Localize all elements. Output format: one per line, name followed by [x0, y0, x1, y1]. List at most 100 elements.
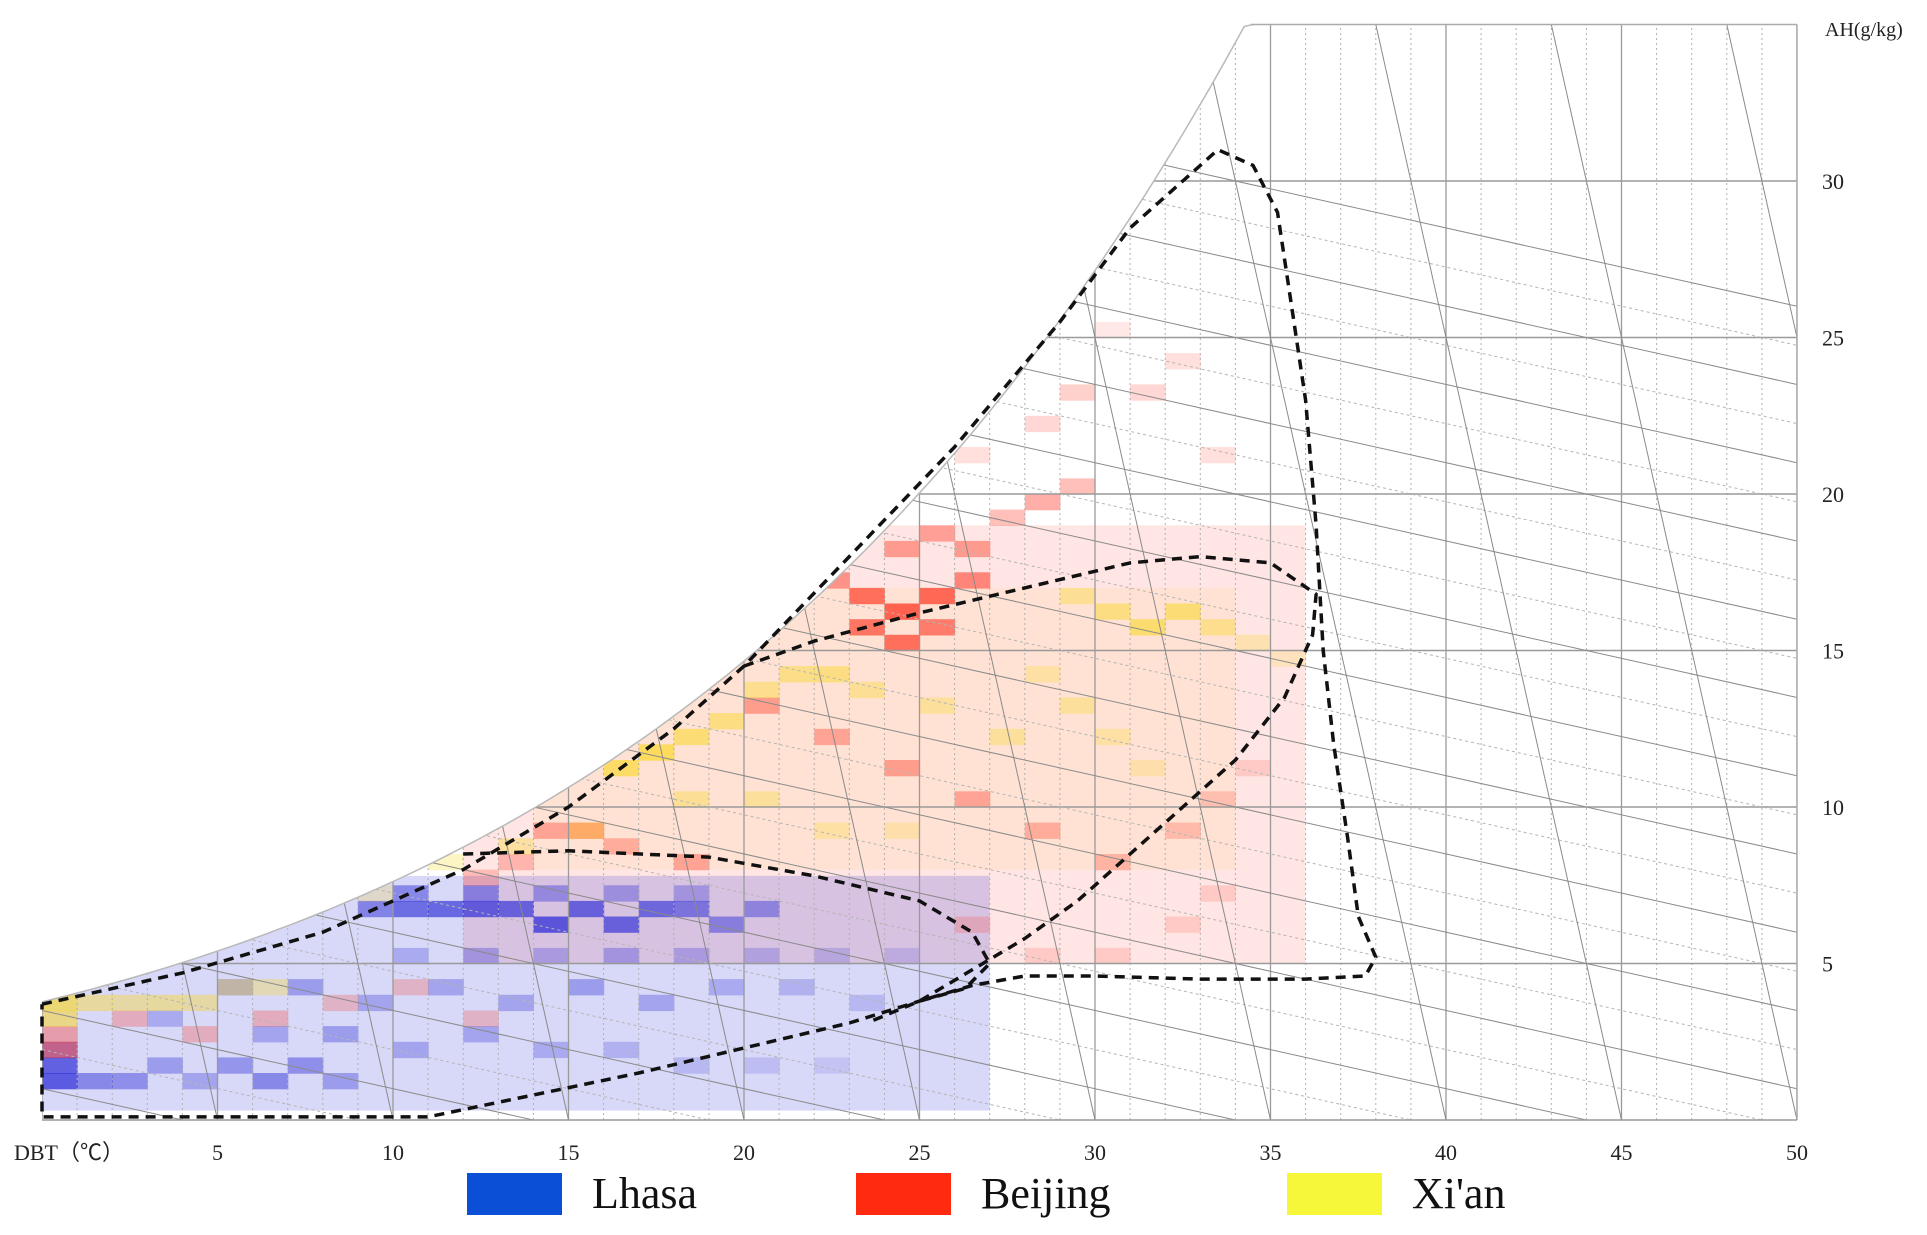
heatmap-cell — [287, 1057, 324, 1074]
heatmap-cell — [463, 869, 499, 886]
heatmap-cell — [1059, 478, 1096, 495]
x-tick-label: 15 — [558, 1140, 580, 1165]
legend-item-xian: Xi'an — [1287, 1172, 1505, 1216]
heatmap-cell — [568, 979, 605, 996]
specific-volume-line — [1726, 24, 1797, 1120]
y-tick-label: 25 — [1822, 326, 1844, 351]
heatmap-cell — [884, 603, 921, 620]
lhasa-envelope — [463, 849, 992, 1003]
specific-volume-line — [1199, 24, 1447, 1120]
heatmap-cell — [568, 822, 605, 839]
climate-boundaries — [40, 147, 1378, 1119]
heatmap-cell — [744, 900, 780, 918]
heatmap-cell — [252, 979, 289, 996]
heatmap-cell — [919, 619, 956, 636]
heatmap-cell — [884, 540, 921, 558]
heatmap-cell — [498, 900, 534, 918]
heatmap-cell — [708, 713, 745, 730]
heatmap-cell — [42, 1010, 78, 1027]
enthalpy-line — [42, 853, 1797, 1120]
y-axis-title: AH(g/kg) — [1825, 19, 1903, 41]
x-tick-label: 20 — [733, 1140, 755, 1165]
heatmap-cell — [1024, 947, 1061, 965]
heatmap-cell — [1130, 619, 1166, 636]
heatmap-cell — [744, 947, 780, 965]
heatmap-cell — [884, 822, 921, 839]
beijing-xian-envelope — [743, 554, 1318, 1025]
legend-label-lhasa: Lhasa — [592, 1169, 698, 1218]
heatmap-cell — [744, 1057, 780, 1074]
heatmap-cell — [393, 979, 429, 996]
heatmap-cell — [1130, 384, 1166, 401]
heatmap-cell — [1165, 603, 1201, 620]
x-tick-label: 40 — [1435, 1140, 1457, 1165]
heatmap-cell — [849, 994, 885, 1012]
legend-swatch-xian — [1287, 1173, 1382, 1215]
heatmap-cell — [603, 1041, 640, 1059]
heatmap-cell — [884, 634, 921, 652]
heatmap-cell — [779, 979, 815, 996]
heatmap-cell — [112, 994, 148, 1012]
enthalpy-line — [42, 24, 1797, 385]
heatmap-cell — [182, 994, 219, 1012]
heatmap-cell — [533, 916, 570, 933]
y-tick-label: 15 — [1822, 639, 1844, 664]
heatmap-cell — [989, 509, 1026, 526]
heatmap-cell — [673, 1057, 710, 1074]
heatmap-cell — [182, 1026, 219, 1043]
heatmap-cell — [849, 619, 885, 636]
heatmap-cell — [744, 697, 780, 714]
heatmap-cell — [42, 1041, 78, 1059]
heatmap-cell — [498, 854, 534, 871]
heatmap-cell — [849, 681, 885, 699]
x-axis-title: DBT（℃） — [14, 1140, 124, 1165]
x-tick-label: 5 — [212, 1140, 223, 1165]
heatmap-cell — [393, 1041, 429, 1059]
heatmap-cell — [1095, 854, 1131, 871]
heatmap-cell — [568, 900, 605, 918]
heatmap-cell — [463, 900, 499, 918]
heatmap-cell — [533, 822, 570, 839]
legend-item-beijing: Beijing — [856, 1172, 1111, 1216]
heatmap-cell — [884, 760, 921, 777]
heatmap-cell — [1270, 650, 1307, 667]
specific-volume-line — [1375, 24, 1622, 1120]
heatmap-cell — [954, 916, 991, 933]
heatmap-cell — [77, 1073, 113, 1090]
heatmap-cell — [1200, 885, 1236, 902]
heatmap-cell — [322, 994, 359, 1012]
heatmap-cell — [1095, 728, 1131, 746]
heatmap-cell — [744, 791, 780, 808]
heatmap-cell — [673, 947, 710, 965]
heatmap-cell — [673, 728, 710, 746]
heatmap-cell — [954, 791, 991, 808]
heatmap-cell — [1165, 822, 1201, 839]
heatmap-cell — [533, 947, 570, 965]
heatmap-cell — [1059, 384, 1096, 401]
heatmap-cell — [919, 587, 956, 605]
heatmap-cell — [638, 900, 675, 918]
specific-volume-line — [1550, 24, 1797, 1120]
heatmap-cell — [603, 885, 640, 902]
heatmap-cell — [1130, 760, 1166, 777]
legend-swatch-lhasa — [467, 1173, 562, 1215]
heatmap-cell — [147, 994, 183, 1012]
heatmap-cell — [463, 1010, 499, 1027]
x-tick-label: 50 — [1786, 1140, 1808, 1165]
y-tick-label: 30 — [1822, 169, 1844, 194]
y-tick-label: 10 — [1822, 795, 1844, 820]
heatmap-cell — [498, 994, 534, 1012]
heatmap-cell — [77, 994, 113, 1012]
heatmap-cell — [112, 1010, 148, 1027]
heatmap-cell — [603, 838, 640, 855]
heatmap-cell — [989, 728, 1026, 746]
heatmap-cell — [147, 1057, 183, 1074]
enthalpy-line — [42, 31, 1797, 425]
heatmap-cell — [708, 916, 745, 933]
heatmap-cell — [42, 1073, 78, 1090]
heatmap-cell — [814, 728, 850, 746]
legend-swatch-beijing — [856, 1173, 951, 1215]
heatmap-cell — [217, 1057, 254, 1074]
heatmap-cell — [954, 572, 991, 589]
